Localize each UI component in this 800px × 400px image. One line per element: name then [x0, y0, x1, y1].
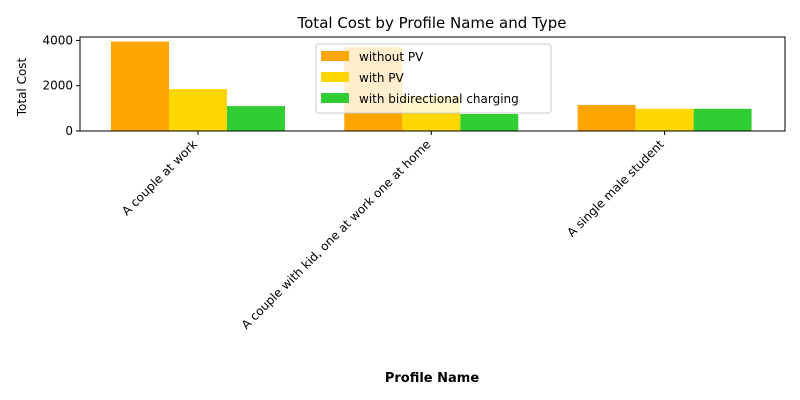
x-tick-label-1: A couple at work: [119, 137, 200, 218]
y-tick-label-3: 4000: [42, 33, 73, 47]
legend: without PV with PV with bidirectional char…: [315, 43, 552, 114]
bar-3-1: [227, 106, 285, 131]
bar-3-2: [460, 114, 519, 131]
legend-label-1: without PV: [359, 50, 424, 64]
legend-label-3: with bidirectional charging: [359, 92, 519, 106]
y-tick-label-2: 2000: [42, 79, 73, 93]
legend-label-2: with PV: [359, 71, 405, 85]
bar-2-1: [169, 89, 227, 131]
bar-3-3: [693, 108, 752, 131]
x-axis-label: Profile Name: [385, 371, 480, 386]
legend-swatch-3: [321, 93, 349, 103]
legend-swatch-1: [321, 51, 349, 61]
bar-1-3: [577, 104, 636, 131]
legend-swatch-2: [321, 72, 349, 82]
plot-frame: [79, 36, 786, 132]
x-tick-label-2: A couple with kid, one at work one at ho…: [239, 137, 434, 332]
x-tick-label-3: A single male student: [564, 137, 667, 240]
y-tick-label-1: 0: [65, 124, 73, 138]
bar-1-1: [111, 41, 169, 131]
chart-title: Total Cost by Profile Name and Type: [297, 14, 567, 32]
legend-box: [315, 43, 552, 114]
bar-2-3: [635, 108, 694, 131]
y-axis-label: Total Cost: [15, 57, 29, 117]
